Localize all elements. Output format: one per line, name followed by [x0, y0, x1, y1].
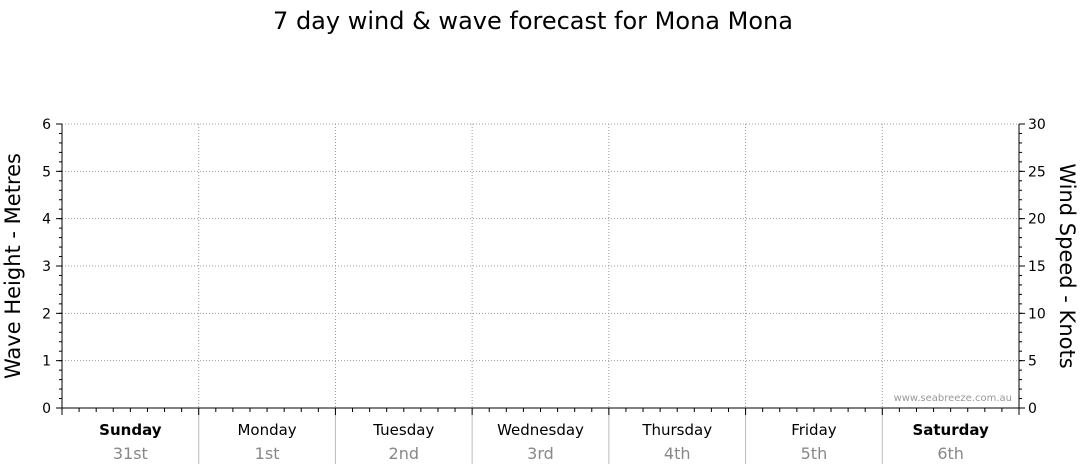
chart-title: 7 day wind & wave forecast for Mona Mona	[273, 7, 793, 35]
right-tick-label: 20	[1028, 212, 1046, 228]
right-tick-label: 10	[1028, 306, 1046, 322]
left-tick-label: 1	[42, 354, 51, 370]
grid	[62, 123, 1019, 408]
day-date-label: 3rd	[527, 444, 554, 463]
day-name-label: Saturday	[912, 421, 989, 439]
right-tick-label: 25	[1028, 164, 1046, 180]
day-name-label: Friday	[791, 421, 837, 439]
day-date-label: 6th	[937, 444, 964, 463]
day-name-label: Tuesday	[372, 421, 434, 439]
axis-labels: 0 1 2 3 4 5 6 0 5 10 15 20 25 30	[42, 117, 1046, 417]
watermark: www.seabreeze.com.au	[894, 393, 1012, 404]
day-name-label: Thursday	[641, 421, 712, 439]
right-tick-label: 30	[1028, 117, 1046, 133]
axes	[56, 123, 1025, 464]
left-tick-label: 2	[42, 306, 51, 322]
left-tick-label: 3	[42, 259, 51, 275]
left-axis-title: Wave Height - Metres	[1, 153, 25, 379]
left-tick-label: 6	[42, 117, 51, 133]
day-date-label: 31st	[113, 444, 148, 463]
left-tick-label: 0	[42, 401, 51, 417]
day-name-label: Wednesday	[497, 421, 584, 439]
day-date-label: 4th	[664, 444, 691, 463]
day-name-label: Sunday	[99, 421, 162, 439]
left-tick-label: 5	[42, 164, 51, 180]
day-name-label: Monday	[237, 421, 296, 439]
day-date-label: 1st	[255, 444, 280, 463]
right-axis-title: Wind Speed - Knots	[1055, 163, 1079, 368]
right-tick-label: 5	[1028, 354, 1037, 370]
right-tick-label: 15	[1028, 259, 1046, 275]
day-labels: Sunday 31st Monday 1st Tuesday 2nd Wednesday 3r…	[99, 421, 989, 463]
day-date-label: 2nd	[389, 444, 419, 463]
day-date-label: 5th	[801, 444, 828, 463]
right-tick-label: 0	[1028, 401, 1037, 417]
left-tick-label: 4	[42, 212, 51, 228]
